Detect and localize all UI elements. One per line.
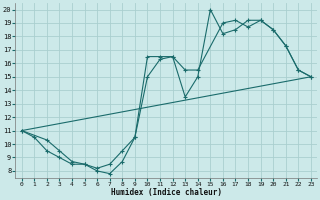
X-axis label: Humidex (Indice chaleur): Humidex (Indice chaleur) (111, 188, 222, 197)
